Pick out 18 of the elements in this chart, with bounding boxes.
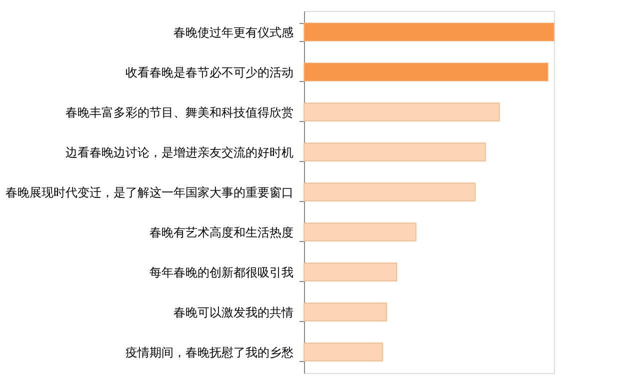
y-tick-label: 春晚丰富多彩的节目、舞美和科技值得欣赏	[66, 106, 294, 120]
y-tick-label: 每年春晚的创新都很吸引我	[150, 266, 294, 280]
bar	[304, 222, 416, 242]
bar	[304, 102, 500, 122]
y-tick-label: 春晚有艺术高度和生活热度	[150, 226, 294, 240]
y-tick-label: 疫情期间，春晚抚慰了我的乡愁	[126, 346, 294, 360]
bar	[304, 142, 486, 162]
bar	[304, 342, 384, 362]
bar	[304, 182, 476, 202]
y-tick-label: 收看春晚是春节必不可少的活动	[126, 66, 294, 80]
bar	[304, 22, 554, 42]
bar	[304, 62, 548, 82]
bar	[304, 262, 398, 282]
y-tick-label: 春晚使过年更有仪式感	[174, 26, 294, 40]
y-tick-label: 边看春晚边讨论，是增进亲友交流的好时机	[66, 146, 294, 160]
y-tick-label: 春晚可以激发我的共情	[174, 306, 294, 320]
y-tick-label: 春晚展现时代变迁，是了解这一年国家大事的重要窗口	[6, 186, 294, 200]
bar	[304, 302, 388, 322]
